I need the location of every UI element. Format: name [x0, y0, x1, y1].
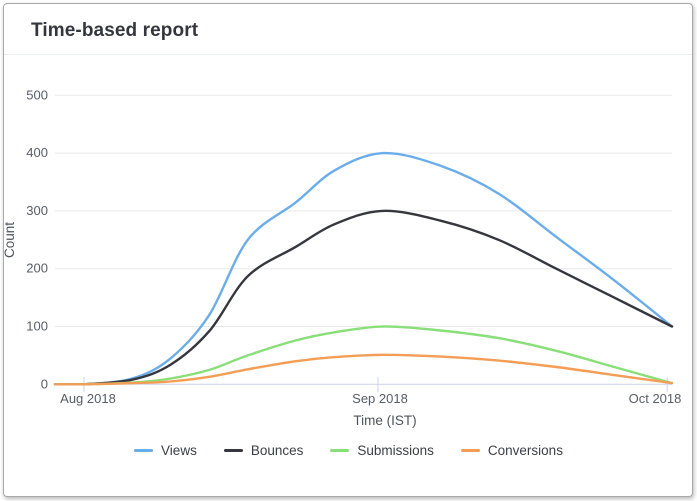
x-tick-sep-2018: Sep 2018 [352, 391, 408, 406]
y-tick-0: 0 [41, 376, 48, 391]
legend-label: Views [161, 443, 197, 458]
x-tick-aug-2018: Aug 2018 [60, 391, 116, 406]
y-tick-400: 400 [26, 145, 48, 160]
y-tick-500: 500 [26, 87, 48, 102]
x-tick-oct-2018: Oct 2018 [629, 391, 682, 406]
gridlines [55, 94, 672, 385]
report-card: Time-based report [3, 3, 693, 497]
bounces-swatch-icon [223, 449, 243, 452]
legend-label: Conversions [487, 443, 563, 458]
legend-item-submissions[interactable]: Submissions [330, 443, 434, 458]
card-header: Time-based report [4, 4, 692, 55]
y-axis-title: Count [2, 222, 17, 258]
legend-label: Submissions [357, 443, 434, 458]
y-tick-300: 300 [26, 203, 48, 218]
series-line-conversions[interactable] [53, 353, 674, 386]
y-tick-100: 100 [26, 319, 48, 334]
conversions-swatch-icon [460, 449, 480, 452]
y-tick-200: 200 [26, 261, 48, 276]
series-line-bounces[interactable] [53, 209, 674, 386]
submissions-swatch-icon [330, 449, 350, 452]
legend-item-bounces[interactable]: Bounces [223, 443, 304, 458]
series-lines [53, 151, 674, 386]
legend-item-views[interactable]: Views [134, 443, 197, 458]
views-swatch-icon [134, 449, 154, 452]
series-line-views[interactable] [53, 151, 674, 386]
legend-item-conversions[interactable]: Conversions [460, 443, 563, 458]
legend-label: Bounces [250, 443, 304, 458]
x-axis-title: Time (IST) [353, 413, 416, 428]
chart-legend: Views Bounces Submissions Conversions [0, 443, 697, 458]
report-title: Time-based report [31, 20, 199, 41]
